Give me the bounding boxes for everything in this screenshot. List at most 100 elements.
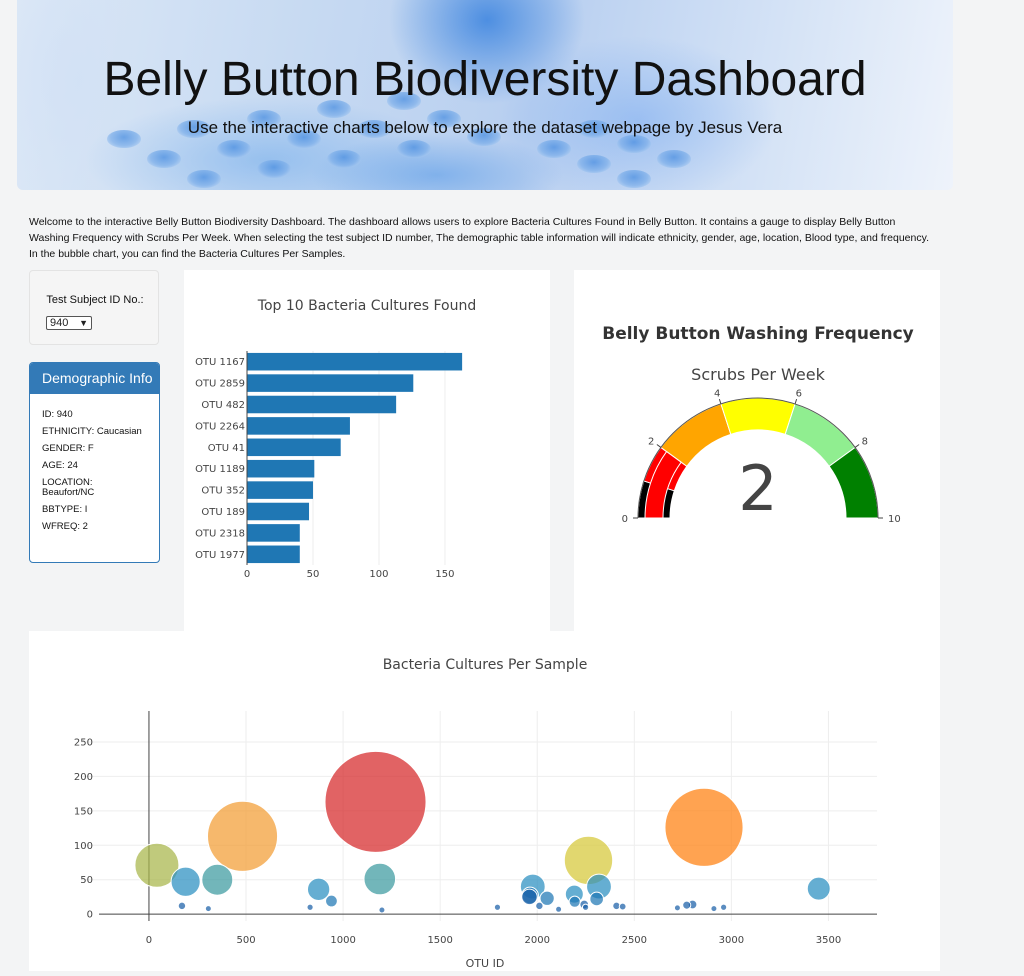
demographic-body: ID: 940 ETHNICITY: Caucasian GENDER: F AGE:… [30,394,159,532]
hero-decoration [617,135,651,153]
bar [247,374,414,392]
subject-selector-label: Test Subject ID No.: [46,294,144,306]
bubble-y-tick-label: 200 [74,772,93,783]
bubble [618,902,627,911]
bar [247,545,300,564]
hero-decoration [657,150,691,168]
bar-y-tick-label: OTU 2264 [195,421,245,432]
bubble-y-tick-label: 50 [80,875,93,886]
bubble [664,787,744,867]
demographic-panel: Demographic Info ID: 940 ETHNICITY: Cauca… [29,362,160,563]
hero-decoration [537,140,571,158]
hero-decoration [617,170,651,188]
bubble-x-tick-label: 1500 [427,935,452,946]
gauge-subtitle: Scrubs Per Week [691,365,825,384]
page-title: Belly Button Biodiversity Dashboard [103,53,867,106]
gauge-axis [637,397,879,519]
bar-y-tick-label: OTU 1189 [195,464,245,475]
bubble-y-tick-label: 0 [87,910,93,921]
bubble [581,903,590,911]
chevron-down-icon: ▼ [79,318,88,328]
bar-y-tick-label: OTU 2318 [195,528,245,539]
hero-decoration [357,120,391,138]
bar [247,395,397,414]
bubble [539,890,555,906]
bar [247,502,310,521]
bar [247,417,350,435]
bubble-x-tick-label: 0 [146,935,152,946]
bubble [493,903,502,911]
bubble-x-tick-label: 3500 [816,935,841,946]
demographic-row: AGE: 24 [42,460,78,471]
bubble [710,905,718,913]
subject-id-select[interactable]: 940 ▼ [46,316,92,330]
hero-decoration [327,150,361,168]
demographic-title: Demographic Info [30,363,159,394]
bubble [589,891,604,907]
bubble [555,905,563,913]
bar [247,438,341,457]
bubble [206,800,279,872]
gauge-tick-label: 10 [888,514,901,525]
gauge-tick [656,444,662,448]
bubble [325,894,338,908]
hero-decoration [147,150,181,168]
gauge-tick [854,444,860,448]
gauge-tick-label: 6 [796,388,802,399]
demographic-row: GENDER: F [42,443,94,454]
hero-decoration [427,110,461,128]
bar [247,481,313,499]
page-subtitle: Use the interactive charts below to expl… [187,118,783,137]
bubble [204,905,212,913]
bubble-x-axis-label: OTU ID [466,957,505,970]
bar-x-tick-label: 150 [435,569,454,580]
bar-chart: Top 10 Bacteria Cultures Found 0 50 100 150 O… [195,298,476,580]
bar-y-tick-label: OTU 189 [201,507,245,518]
hero-decoration [177,120,211,138]
bar-x-tick-label: 100 [369,569,388,580]
bubble [673,904,681,912]
demographic-row: ID: 940 [42,409,73,420]
hero-decoration [247,110,281,128]
bubble-x-tick-label: 3000 [719,935,744,946]
bar-y-tick-label: OTU 1167 [195,357,245,368]
gauge-chart-panel: Belly Button Washing Frequency Scrubs Per… [574,270,940,631]
demographic-row: BBTYPE: I [42,504,88,515]
hero-decoration [217,140,251,158]
bubble [201,863,234,896]
bar-y-tick-label: OTU 41 [208,443,245,454]
bar-y-tick-label: OTU 2859 [195,379,245,390]
bubble-chart: Bacteria Cultures Per Sample 0 50 100 150 200… [74,657,877,970]
bubble-x-tick-label: 1000 [330,935,355,946]
gauge-value: 2 [738,452,777,525]
bar-chart-title: Top 10 Bacteria Cultures Found [257,298,476,314]
bubble-x-tick-label: 2500 [622,935,647,946]
bubble [806,876,831,901]
bar-x-tick-label: 0 [244,569,250,580]
demographic-row: ETHNICITY: Caucasian [42,426,142,437]
bubble [324,750,427,853]
bubble [568,895,581,908]
gauge-step [720,397,796,435]
bar-chart-panel: Top 10 Bacteria Cultures Found 0 50 100 150 O… [184,270,550,631]
demographic-row: WFREQ: 2 [42,521,88,532]
bar-y-tick-label: OTU 1977 [195,550,245,561]
gauge-chart: Belly Button Washing Frequency Scrubs Per… [602,324,914,525]
hero-decoration [287,130,321,148]
bubble [521,888,538,906]
subject-selector-well: Test Subject ID No.: 940 ▼ [29,270,159,345]
gauge-tick [794,398,798,405]
bubble [720,903,728,911]
bubble-y-tick-label: 250 [74,737,93,748]
bubble-x-tick-label: 2000 [525,935,550,946]
hero-decoration [387,92,421,110]
bubble [682,900,692,910]
bar-y-tick-label: OTU 482 [201,400,245,411]
hero-decoration [577,155,611,173]
bubble-chart-panel: Bacteria Cultures Per Sample 0 50 100 150 200… [29,631,940,971]
hero-decoration [257,160,291,178]
bubble-y-tick-label: 150 [74,806,93,817]
bar-y-tick-label: OTU 352 [201,486,245,497]
bubble-chart-title: Bacteria Cultures Per Sample [383,657,588,673]
gauge-tick-label: 4 [714,388,720,399]
